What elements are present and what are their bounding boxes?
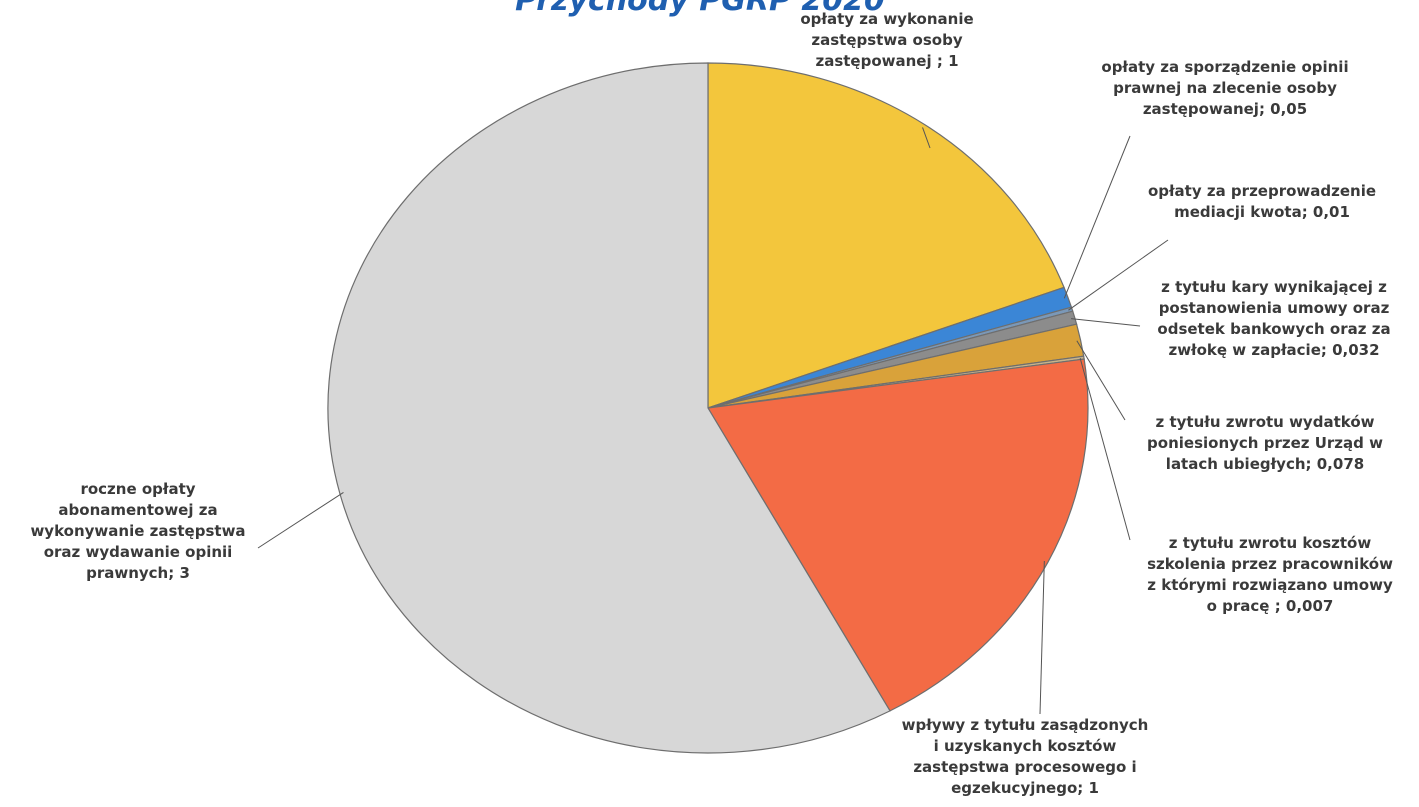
leader-lines (257, 127, 1169, 715)
chart-title: Przychody PGRP 2020 (515, 0, 885, 18)
leader-line-1 (922, 127, 931, 149)
data-label-8: roczne opłaty abonamentowej za wykonywanie… (30, 480, 245, 582)
leader-line-7 (1039, 561, 1045, 715)
data-label-3: opłaty za przeprowadzenie mediacji kwota;… (1148, 182, 1376, 221)
leader-line-3 (1068, 239, 1169, 311)
data-label-4: z tytułu kary wynikającej z postanowienia… (1157, 278, 1390, 359)
data-label-5: z tytułu zwrotu wydatków poniesionych prz… (1147, 413, 1383, 473)
data-label-6: z tytułu zwrotu kosztów szkolenia przez p… (1147, 534, 1393, 615)
data-label-2: opłaty za sporządzenie opinii prawnej na … (1101, 58, 1348, 118)
pie-slices (327, 62, 1089, 754)
data-label-7: wpływy z tytułu zasądzonych i uzyskanych … (902, 716, 1149, 797)
leader-line-4 (1071, 318, 1141, 327)
pie-slice-7 (707, 358, 1089, 712)
data-labels: opłaty za wykonanie zastępstwa osoby zastę… (30, 10, 1393, 797)
leader-line-5 (1076, 340, 1126, 421)
data-label-1: opłaty za wykonanie zastępstwa osoby zastę… (800, 10, 973, 70)
leader-line-6 (1079, 357, 1131, 541)
leader-line-8 (257, 491, 344, 549)
pie-slice-1 (707, 62, 1065, 409)
leader-line-2 (1063, 135, 1131, 299)
pie-slice-8 (327, 62, 891, 754)
